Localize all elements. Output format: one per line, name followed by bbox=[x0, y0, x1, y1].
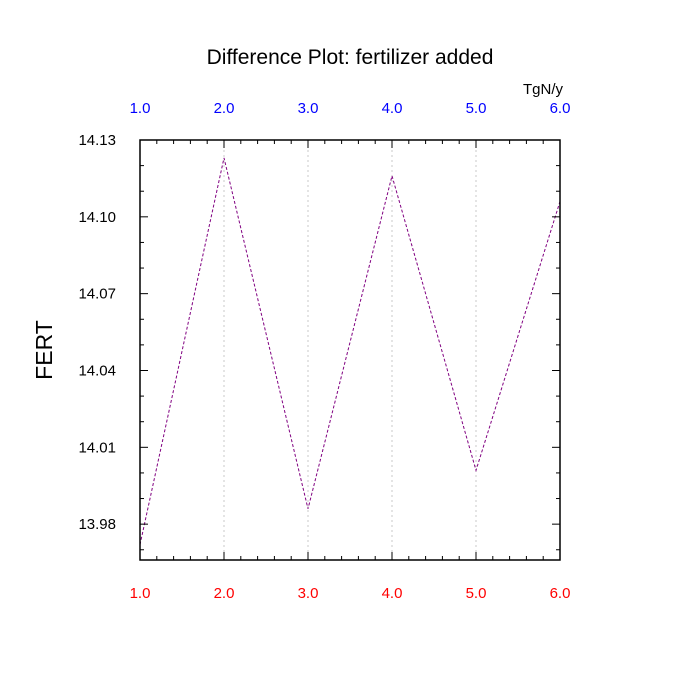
y-axis-label: FERT bbox=[31, 320, 57, 380]
y-tick-label: 14.04 bbox=[78, 362, 116, 379]
series-line bbox=[139, 157, 561, 545]
y-tick-label: 14.13 bbox=[78, 132, 116, 149]
plot-frame bbox=[139, 139, 561, 561]
top-axis-unit-label: TgN/y bbox=[523, 81, 564, 98]
grid-lines bbox=[223, 140, 477, 560]
x-tick-label-bottom: 5.0 bbox=[466, 585, 487, 602]
x-tick-label-top: 4.0 bbox=[382, 100, 403, 117]
x-tick-label-top: 2.0 bbox=[214, 100, 235, 117]
y-tick-label: 14.07 bbox=[78, 286, 116, 303]
x-tick-label-top: 5.0 bbox=[466, 100, 487, 117]
y-tick-label: 14.10 bbox=[78, 209, 116, 226]
y-tick-label: 13.98 bbox=[78, 516, 116, 533]
x-tick-label-bottom: 2.0 bbox=[214, 585, 235, 602]
y-tick-label: 14.01 bbox=[78, 439, 116, 456]
chart-title: Difference Plot: fertilizer added bbox=[207, 46, 494, 69]
y-tick-labels: 13.98 14.01 14.04 14.07 14.10 14.13 bbox=[78, 132, 116, 533]
x-tick-label-bottom: 6.0 bbox=[550, 585, 571, 602]
x-tick-label-bottom: 1.0 bbox=[130, 585, 151, 602]
x-tick-label-bottom: 4.0 bbox=[382, 585, 403, 602]
top-x-tick-labels: 1.0 2.0 3.0 4.0 5.0 6.0 bbox=[130, 100, 571, 117]
x-tick-label-top: 1.0 bbox=[130, 100, 151, 117]
bottom-x-tick-labels: 1.0 2.0 3.0 4.0 5.0 6.0 bbox=[130, 585, 571, 602]
x-tick-label-top: 3.0 bbox=[298, 100, 319, 117]
series-group bbox=[139, 157, 561, 545]
x-tick-label-top: 6.0 bbox=[550, 100, 571, 117]
tick-marks bbox=[139, 139, 561, 560]
x-tick-label-bottom: 3.0 bbox=[298, 585, 319, 602]
